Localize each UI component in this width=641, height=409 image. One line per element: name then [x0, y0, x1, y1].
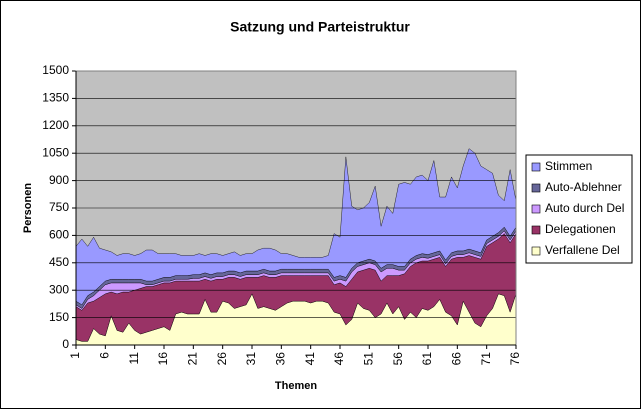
- y-tick-label: 0: [62, 337, 69, 351]
- x-tick-label: 31: [244, 352, 258, 366]
- x-tick-label: 56: [391, 352, 405, 366]
- legend-box: [525, 154, 633, 264]
- y-tick-label: 600: [49, 228, 69, 242]
- x-tick-label: 46: [332, 352, 346, 366]
- chart-title: Satzung und Parteistruktur: [230, 19, 410, 35]
- x-tick-label: 6: [98, 352, 112, 359]
- x-tick-label: 51: [362, 352, 376, 366]
- legend-label: Stimmen: [545, 159, 592, 173]
- x-tick-label: 21: [186, 352, 200, 366]
- y-tick-label: 300: [49, 282, 69, 296]
- y-tick-label: 1500: [42, 63, 69, 77]
- x-axis-title: Themen: [275, 380, 317, 392]
- x-tick-label: 61: [420, 352, 434, 366]
- y-tick-label: 150: [49, 310, 69, 324]
- y-axis-title: Personen: [22, 183, 34, 233]
- x-tick-label: 76: [508, 352, 522, 366]
- legend-swatch: [531, 162, 541, 172]
- legend-label: Verfallene Del: [545, 243, 620, 257]
- legend-swatch: [531, 246, 541, 256]
- x-tick-label: 16: [156, 352, 170, 366]
- y-tick-label: 1050: [42, 145, 69, 159]
- x-tick-label: 71: [479, 352, 493, 366]
- y-tick-label: 450: [49, 255, 69, 269]
- y-tick-label: 900: [49, 173, 69, 187]
- legend-swatch: [531, 225, 541, 235]
- legend-label: Auto durch Del: [545, 201, 624, 215]
- y-tick-label: 750: [49, 200, 69, 214]
- y-tick-label: 1350: [42, 91, 69, 105]
- y-tick-label: 1200: [42, 118, 69, 132]
- legend-label: Auto-Ablehner: [545, 180, 622, 194]
- x-tick-label: 66: [450, 352, 464, 366]
- x-tick-label: 26: [215, 352, 229, 366]
- legend-label: Delegationen: [545, 222, 616, 236]
- x-tick-label: 1: [68, 352, 82, 359]
- legend-swatch: [531, 183, 541, 193]
- x-tick-label: 36: [274, 352, 288, 366]
- x-tick-label: 11: [127, 352, 141, 365]
- legend-swatch: [531, 204, 541, 214]
- x-tick-label: 41: [303, 352, 317, 366]
